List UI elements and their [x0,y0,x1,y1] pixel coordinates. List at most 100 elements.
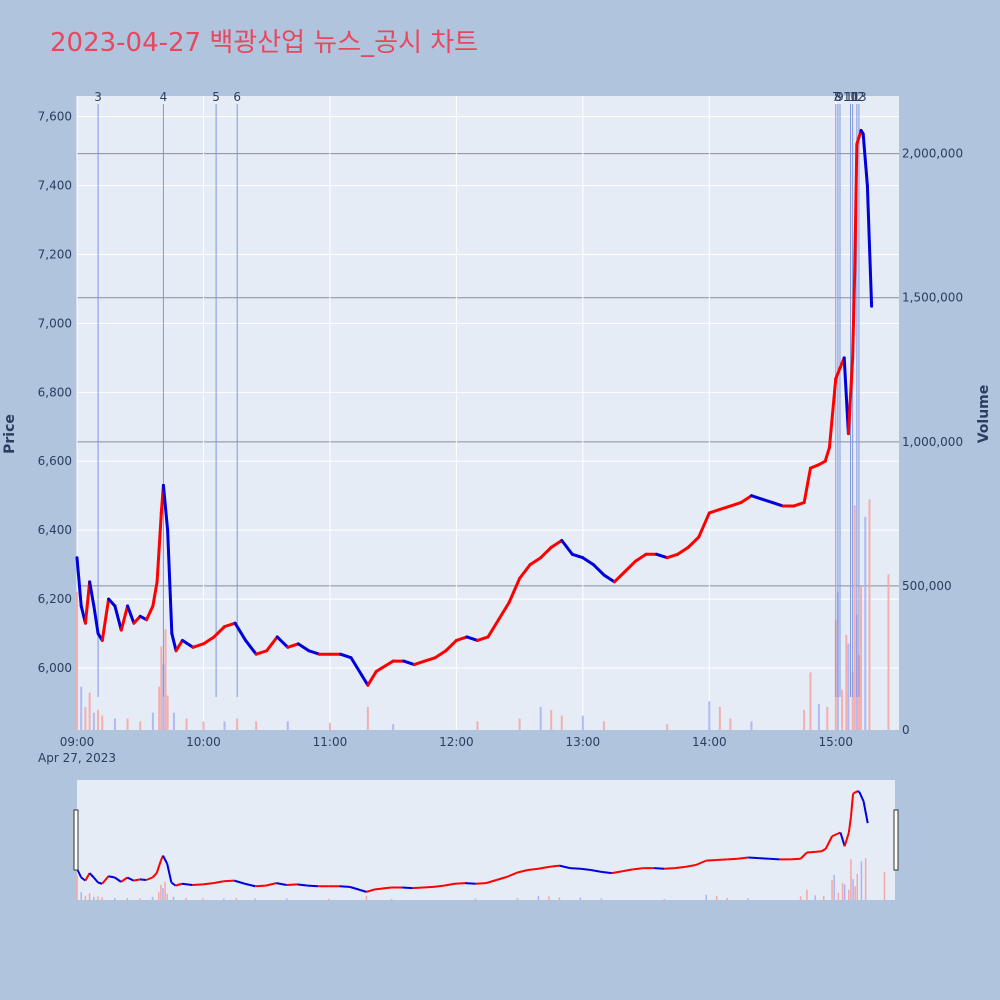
slider-volume-bar [822,895,825,900]
slider-price-segment [862,801,869,824]
price-segment [100,597,111,642]
slider-volume-bar [151,896,154,900]
slider-price-segment [454,882,466,885]
price-segment [861,132,869,188]
time-tick-label: 15:00 [818,735,853,749]
slider-price-segment [799,851,808,860]
grid-layer [76,96,899,730]
price-segment [423,656,437,663]
price-segment [92,604,100,636]
slider-price-segment [114,876,122,883]
time-tick-label: 13:00 [566,735,601,749]
slider-price-segment [213,880,224,885]
slider-volume-bar [814,895,817,900]
price-segment [728,501,743,508]
slider-price-segment [527,867,539,871]
slider-price-segment [443,882,455,887]
volume-bar [864,516,867,730]
price-segment [286,642,300,649]
volume-tick-label: 0 [902,723,910,737]
price-segment [697,511,711,539]
slider-price-segment [847,816,852,833]
range-slider-right-handle[interactable] [893,809,899,871]
slider-price-segment [433,884,445,888]
volume-bar [88,692,91,730]
price-segment [802,466,812,505]
slider-volume-bar [390,898,393,900]
volume-bar [718,706,721,730]
volume-bar [392,724,395,730]
slider-price-segment [569,867,581,870]
slider-volume-bar [663,898,666,900]
price-segment [570,552,585,560]
slider-price-segment [821,847,827,853]
price-segment [808,463,821,470]
date-label: Apr 27, 2023 [38,751,116,765]
price-segment [851,270,857,360]
volume-bar [708,701,711,730]
price-segment [296,642,311,653]
volume-bar [185,718,188,730]
slider-price-segment [339,885,350,888]
news-marker-label: 4 [160,90,168,104]
price-tick-label: 7,000 [38,316,72,330]
price-segment [126,604,136,625]
slider-price-segment [170,881,177,887]
slider-volume-bar [831,880,833,900]
slider-price-segment [496,875,508,881]
price-segment [151,580,159,608]
slider-volume-bar [726,897,728,900]
slider-price-segment [858,791,865,802]
price-tick-label: 7,600 [38,110,72,124]
slider-price-segment [359,889,367,893]
slider-volume-bar [166,893,168,900]
slider-volume-bar [516,897,519,900]
price-segment [223,621,237,629]
slider-volume-bar [88,893,91,900]
price-segment [486,618,501,639]
news-marker-label: 5 [212,90,220,104]
slider-volume-bar [139,898,141,900]
price-tick-label: 6,200 [38,592,72,606]
volume-bar [476,721,479,730]
slider-volume-bar [80,892,82,900]
price-tick-label: 6,400 [38,523,72,537]
time-tick-label: 09:00 [60,735,95,749]
range-slider-background[interactable] [77,780,895,900]
price-tick-label: 6,800 [38,385,72,399]
range-slider-left-handle[interactable] [73,809,79,871]
price-segment [718,504,732,511]
slider-volume-bar [558,897,561,900]
price-segment [433,649,448,660]
slider-volume-bar [579,897,582,900]
slider-price-segment [758,857,770,860]
slider-price-segment [674,865,686,870]
slider-volume-bar [848,889,850,900]
price-segment [549,538,564,549]
price-segment [454,635,469,642]
slider-price-segment [538,865,550,870]
slider-volume-bar [841,882,844,900]
volume-bar [366,706,369,730]
price-segment [591,563,606,577]
price-segment [665,552,680,560]
volume-bar [101,715,104,730]
slider-volume-bar [160,884,162,900]
slider-price-segment [622,868,633,873]
volume-bar [841,689,844,730]
price-segment [174,638,184,653]
time-tick-label: 12:00 [439,735,474,749]
price-segment [634,552,648,563]
price-segment [402,659,416,667]
price-segment [581,556,595,567]
slider-volume-bar [158,892,160,900]
volume-bar [113,718,116,730]
price-segment [360,673,370,687]
volume-bar [581,715,584,730]
price-segment [119,604,130,632]
slider-volume-bar [114,897,116,900]
price-segment [623,559,638,573]
slider-volume-bar [548,896,550,900]
volume-bar [76,591,78,730]
slider-price-segment [831,833,837,838]
